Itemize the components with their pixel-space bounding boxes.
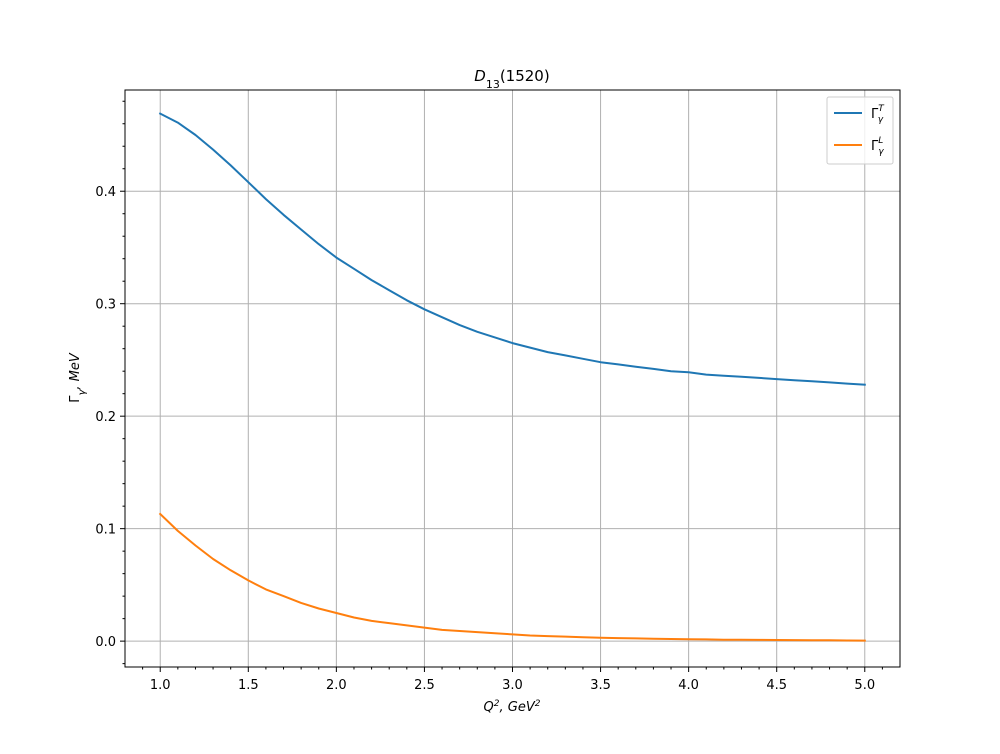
y-axis-ticks: 0.0 0.1 0.2 0.3 0.4 [95,100,125,665]
y-tick-label: 0.1 [95,523,116,538]
x-tick-label: 2.5 [414,678,435,693]
x-axis-ticks: 1.0 1.5 2.0 2.5 3.0 3.5 4.0 4.5 5.0 [142,667,883,693]
x-tick-label: 1.0 [150,678,171,693]
x-tick-label: 4.0 [678,678,699,693]
series-line-transverse [158,112,866,386]
x-tick-label: 3.0 [502,678,523,693]
x-tick-label: 3.5 [590,678,611,693]
y-tick-label: 0.2 [95,410,116,425]
x-tick-label: 2.0 [326,678,347,693]
legend-label-transverse: ΓT γ [871,104,885,125]
x-tick-label: 5.0 [854,678,875,693]
legend: ΓT γ ΓL γ [826,96,894,165]
chart-title: D13(1520) [474,67,549,91]
grid [125,90,900,667]
series-lines [158,112,866,642]
y-tick-label: 0.0 [95,635,116,650]
x-tick-label: 1.5 [238,678,259,693]
y-tick-label: 0.3 [95,298,116,313]
y-axis-label: Γγ, MeV [68,352,88,403]
y-tick-label: 0.4 [95,185,116,200]
series-line-longitudinal [158,512,866,642]
x-tick-label: 4.5 [766,678,787,693]
legend-label-longitudinal: ΓL γ [871,136,884,157]
x-axis-label: Q2, GeV2 [484,699,541,715]
